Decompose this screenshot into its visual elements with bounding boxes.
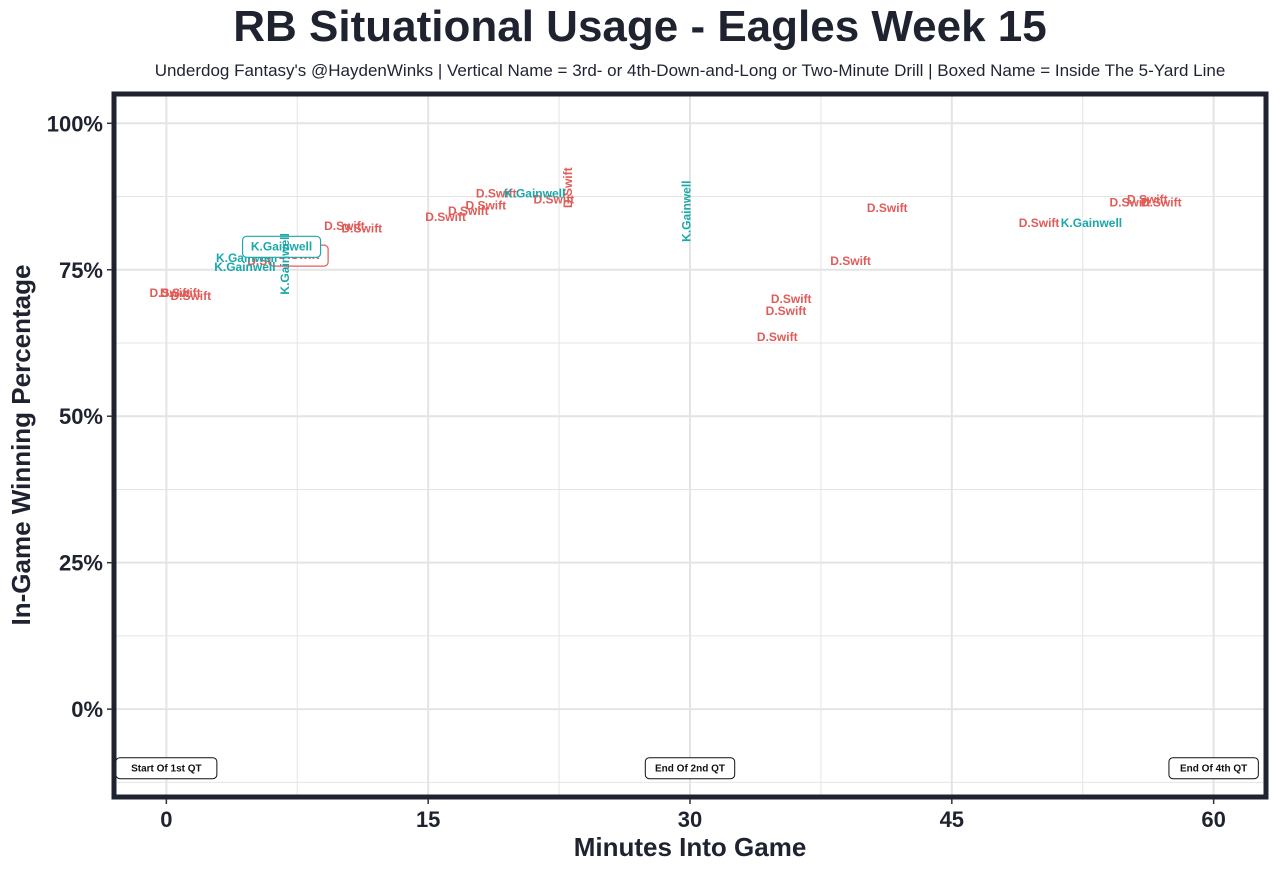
player-label-group: K.Gainwell (680, 180, 694, 241)
panel-border (111, 91, 1269, 800)
player-label: D.Swift (465, 198, 506, 212)
y-tick-label: 100% (47, 111, 103, 136)
player-label-group: D.Swift (766, 304, 807, 318)
y-tick-label: 75% (59, 258, 103, 283)
player-label-group: D.Swift (448, 204, 489, 218)
quarter-annotation: End Of 2nd QT (644, 757, 736, 780)
quarter-annotation-text: End Of 4th QT (1180, 764, 1247, 775)
player-label-group: D.Swift (342, 222, 383, 236)
quarter-annotation-text: End Of 2nd QT (655, 764, 725, 775)
player-label-group: K.Gainwell (1061, 216, 1122, 230)
player-label-group: D.Swift (561, 167, 575, 208)
player-label-group: D.Swift (425, 210, 466, 224)
player-label: D.Swift (766, 304, 807, 318)
player-label-group: D.Swift (830, 254, 871, 268)
player-label: D.Swift (342, 222, 383, 236)
player-label-group: D.Swift (324, 219, 365, 233)
player-label: D.Swift (867, 201, 908, 215)
quarter-annotation: Start Of 1st QT (115, 757, 218, 780)
player-label-group: K.Gainwell (214, 260, 275, 274)
y-axis-title: In-Game Winning Percentage (6, 265, 36, 626)
player-label: D.Swift (1110, 195, 1151, 209)
player-label: D.Swift (448, 204, 489, 218)
quarter-annotation-box (1168, 757, 1259, 780)
annotation-layer: Start Of 1st QT End Of 2nd QT End Of 4th Q… (115, 757, 1259, 780)
player-label-group: D.Swift (534, 192, 575, 206)
player-label: D.Swift (1141, 195, 1182, 209)
player-label: D.Swift (1127, 192, 1168, 206)
player-label-group: D.Swift (476, 187, 517, 201)
player-label-group: D.Swift (757, 330, 798, 344)
player-label: K.Gainwell (214, 260, 275, 274)
player-label-group: D.Swift (771, 292, 812, 306)
player-label: K.Gainwell (251, 239, 312, 253)
player-label: D.Swift (757, 330, 798, 344)
player-label: D.Swift (425, 210, 466, 224)
player-label-group: K.Gainwell (504, 187, 565, 201)
player-label: D.Swift (150, 286, 191, 300)
x-tick-label: 15 (416, 807, 440, 832)
player-label-group: K.Gainwell (278, 233, 292, 294)
player-label-vertical: D.Swift (561, 167, 575, 208)
x-tick-label: 30 (678, 807, 702, 832)
quarter-annotation-text: Start Of 1st QT (131, 764, 202, 775)
player-label-vertical: K.Gainwell (680, 180, 694, 241)
player-label-group: D.Swift (1127, 192, 1168, 206)
player-label-vertical: K.Gainwell (278, 233, 292, 294)
player-label-group: D.Swift (1110, 195, 1151, 209)
player-label-group: D.Swift (465, 198, 506, 212)
player-label: D.Swift (1019, 216, 1060, 230)
player-label: D.Swift (324, 219, 365, 233)
grid-layer (114, 94, 1266, 797)
player-label: D.Swift (170, 289, 211, 303)
axis-layer: 0 15 30 45 60 0% 25% 50% 75% 100% (47, 111, 1226, 832)
x-tick-label: 45 (940, 807, 964, 832)
x-tick-label: 60 (1201, 807, 1225, 832)
quarter-annotation-box (644, 757, 736, 780)
player-label-group: D.Swift (867, 201, 908, 215)
player-label: K.Gainwell (1061, 216, 1122, 230)
player-label: D.Swift (771, 292, 812, 306)
player-label-group: K.Gainwell (241, 235, 322, 258)
player-label: D.Swift (160, 286, 201, 300)
y-tick-label: 0% (71, 697, 103, 722)
quarter-annotation: End Of 4th QT (1168, 757, 1259, 780)
player-label-group: D.Swift (160, 286, 201, 300)
player-label-group: D.Swift (1019, 216, 1060, 230)
player-label: D.Swift (476, 187, 517, 201)
chart-subtitle: Underdog Fantasy's @HaydenWinks | Vertic… (154, 61, 1226, 80)
player-label-group: D.Swift (1141, 195, 1182, 209)
y-tick-label: 25% (59, 551, 103, 576)
points-layer: D.SwiftD.SwiftD.SwiftD.SwiftD.SwiftD.Swi… (150, 167, 1182, 344)
player-label-group: D.Swift (170, 289, 211, 303)
player-label: D.Swift (534, 192, 575, 206)
x-axis-title: Minutes Into Game (574, 832, 807, 862)
chart-title: RB Situational Usage - Eagles Week 15 (233, 2, 1047, 51)
player-label-group: D.Swift (150, 286, 191, 300)
player-label: K.Gainwell (504, 187, 565, 201)
x-tick-label: 0 (160, 807, 172, 832)
player-label: D.Swift (830, 254, 871, 268)
inside-five-box (241, 235, 322, 258)
y-tick-label: 50% (59, 404, 103, 429)
